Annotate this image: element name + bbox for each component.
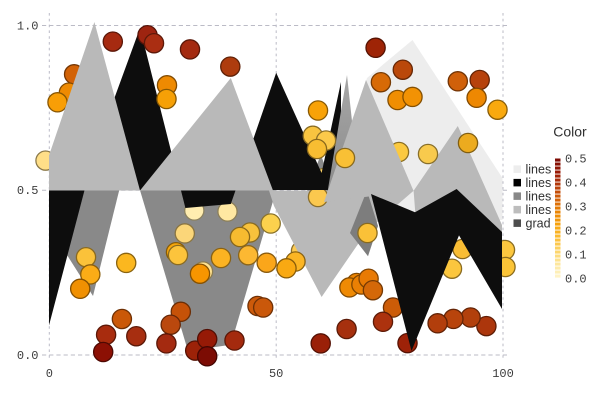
svg-text:1.0: 1.0 bbox=[17, 20, 39, 34]
svg-text:0.5: 0.5 bbox=[17, 184, 39, 198]
svg-text:grad: grad bbox=[526, 217, 551, 231]
svg-text:0.0: 0.0 bbox=[565, 273, 587, 287]
svg-text:0.1: 0.1 bbox=[565, 249, 587, 263]
svg-text:100: 100 bbox=[492, 367, 514, 381]
svg-text:lines: lines bbox=[526, 190, 552, 204]
svg-text:lines: lines bbox=[526, 203, 552, 217]
svg-text:Color: Color bbox=[553, 124, 587, 140]
svg-text:lines: lines bbox=[526, 163, 552, 177]
svg-text:0.0: 0.0 bbox=[17, 349, 39, 363]
svg-text:0.5: 0.5 bbox=[565, 153, 587, 167]
svg-text:0.4: 0.4 bbox=[565, 177, 587, 191]
svg-text:0.2: 0.2 bbox=[565, 225, 587, 239]
svg-text:0.3: 0.3 bbox=[565, 201, 587, 215]
svg-text:50: 50 bbox=[269, 367, 283, 381]
svg-text:0: 0 bbox=[46, 367, 53, 381]
svg-text:lines: lines bbox=[526, 176, 552, 190]
